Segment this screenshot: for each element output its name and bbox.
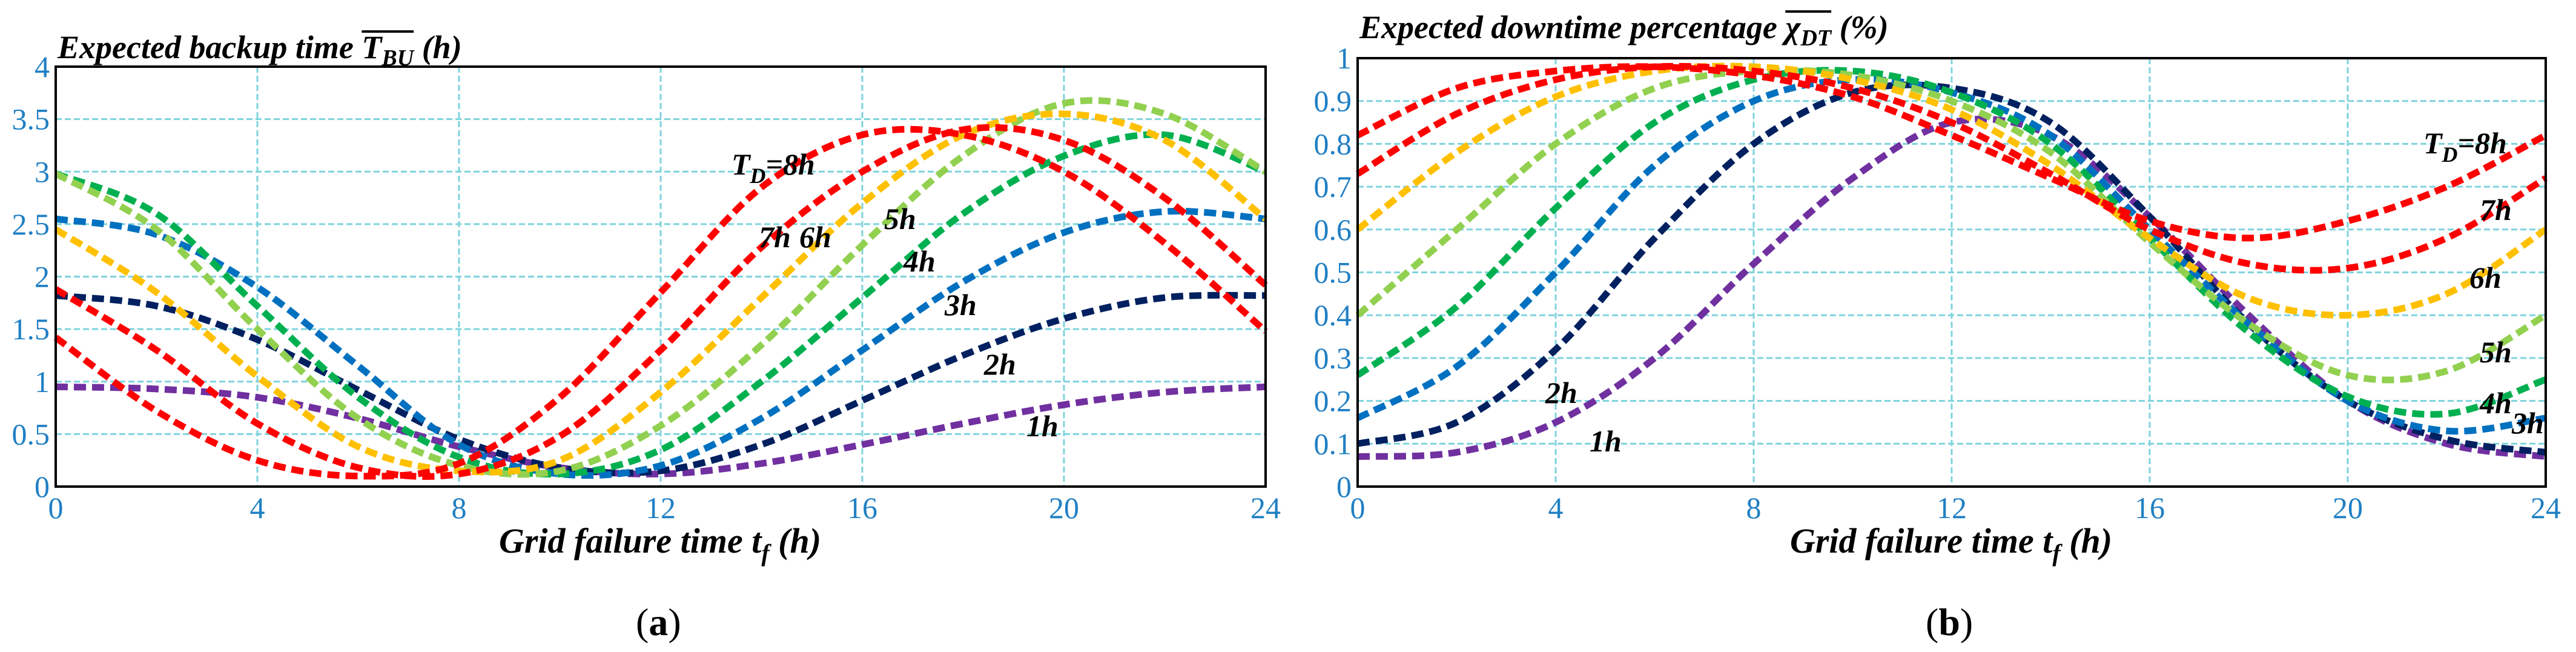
x-tick-label: 12 <box>646 491 676 525</box>
x-tick-label: 12 <box>1937 491 1967 525</box>
series-line-6h <box>1355 62 2548 319</box>
series-label-2h: 2h <box>1545 376 1577 410</box>
y-tick-label: 3 <box>35 155 50 188</box>
series-line-1h <box>1357 116 2546 460</box>
series-line-1h <box>55 383 1266 477</box>
series-line-4h <box>1355 67 2547 418</box>
panel-caption: (b) <box>1926 600 1973 644</box>
x-tick-label: 20 <box>1049 491 1079 525</box>
series-label-1h: 1h <box>1590 424 1622 458</box>
y-tick-label: 0.4 <box>1314 298 1352 332</box>
y-tick-label: 0 <box>1336 470 1352 504</box>
series-label-3h: 3h <box>944 288 977 322</box>
series-line-3h <box>55 207 1266 479</box>
series-label-2h: 2h <box>983 347 1016 381</box>
chart-title: Expected downtime percentage χDT (%) <box>1359 9 1889 51</box>
series-label-8h: TD=8h <box>2423 126 2507 167</box>
series-line-2h <box>1356 81 2546 456</box>
x-axis-label: Grid failure time tf (h) <box>1790 521 2112 567</box>
series-line-4h <box>54 131 1267 477</box>
y-tick-label: 4 <box>35 50 50 84</box>
series-label-4h: 4h <box>2479 386 2512 420</box>
y-tick-label: 0.5 <box>12 417 50 451</box>
plot-frame <box>1356 57 2547 488</box>
x-tick-label: 24 <box>2531 491 2561 525</box>
series-label-8h: TD=8h <box>732 147 815 188</box>
y-tick-label: 2.5 <box>12 207 50 241</box>
y-tick-label: 1 <box>1336 41 1352 75</box>
series-line-7h <box>54 124 1268 480</box>
x-axis-label: Grid failure time tf (h) <box>499 521 821 567</box>
y-tick-label: 2 <box>35 260 50 294</box>
series-line-8h <box>53 125 1268 480</box>
series-label-6h: 6h <box>2469 261 2502 294</box>
series-line-6h <box>54 110 1268 476</box>
y-tick-label: 1 <box>35 365 50 399</box>
series-line-8h <box>1356 63 2548 242</box>
x-tick-label: 0 <box>48 491 64 525</box>
series-line-2h <box>55 291 1266 476</box>
chart-title: Expected backup time TBU (h) <box>57 29 462 71</box>
series-label-6h: 6h <box>799 220 831 254</box>
y-tick-label: 0.3 <box>1314 341 1352 375</box>
chart-panel-b: 0 0.1 0.2 0.3 0.4 0.5 0.6 0.7 0.8 0.9 1 0 4 8 12 16 20 24… <box>1314 9 2561 644</box>
y-tick-label: 0.1 <box>1314 427 1352 461</box>
x-tick-label: 16 <box>2135 491 2165 525</box>
y-tick-label: 0.7 <box>1314 170 1352 204</box>
y-tick-label: 0.5 <box>1314 256 1352 290</box>
x-tick-label: 4 <box>1548 491 1564 525</box>
y-tick-label: 0.9 <box>1314 84 1352 118</box>
y-tick-label: 1.5 <box>12 312 50 346</box>
x-tick-label: 16 <box>847 491 877 525</box>
x-tick-label: 0 <box>1350 491 1366 525</box>
series-label-7h: 7h <box>759 220 791 254</box>
y-tick-label: 0 <box>35 470 50 504</box>
y-tick-label: 3.5 <box>12 102 50 136</box>
series-line-5h <box>54 97 1267 478</box>
series-line-5h <box>1355 67 2548 384</box>
series-label-4h: 4h <box>903 244 936 278</box>
x-tick-label: 24 <box>1250 491 1281 525</box>
x-tick-label: 20 <box>2333 491 2363 525</box>
series-line-7h <box>1356 62 2548 274</box>
series-label-7h: 7h <box>2480 193 2512 227</box>
series-label-5h: 5h <box>884 202 916 236</box>
panel-caption: (a) <box>636 600 681 644</box>
series-label-5h: 5h <box>2480 335 2512 369</box>
series-label-3h: 3h <box>2511 406 2544 440</box>
x-tick-label: 8 <box>452 491 467 525</box>
y-tick-label: 0.6 <box>1314 213 1352 247</box>
x-tick-label: 8 <box>1746 491 1762 525</box>
y-tick-label: 0.2 <box>1314 384 1352 418</box>
plot-frame <box>54 65 1267 488</box>
x-tick-label: 4 <box>250 491 265 525</box>
series-label-1h: 1h <box>1026 409 1058 443</box>
y-tick-label: 0.8 <box>1314 127 1352 161</box>
